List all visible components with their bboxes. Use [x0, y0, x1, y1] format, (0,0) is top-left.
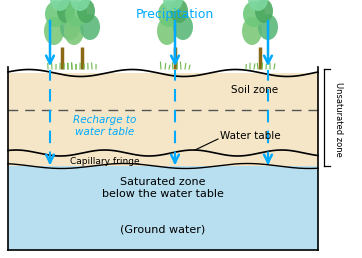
Ellipse shape	[60, 14, 80, 40]
Text: Capillary fringe: Capillary fringe	[70, 157, 140, 165]
Bar	[8, 73, 318, 166]
Ellipse shape	[77, 0, 95, 23]
Ellipse shape	[248, 0, 268, 11]
Text: Unsaturated zone: Unsaturated zone	[333, 82, 342, 157]
Bar	[8, 166, 318, 250]
Ellipse shape	[70, 0, 90, 11]
Ellipse shape	[242, 17, 262, 45]
Text: Soil zone: Soil zone	[231, 85, 279, 95]
Ellipse shape	[173, 14, 193, 40]
Ellipse shape	[65, 1, 87, 27]
Ellipse shape	[45, 1, 67, 27]
Ellipse shape	[255, 0, 273, 23]
Ellipse shape	[163, 0, 183, 11]
Ellipse shape	[64, 17, 84, 45]
Ellipse shape	[157, 17, 177, 45]
Text: Recharge to
water table: Recharge to water table	[73, 115, 137, 137]
Ellipse shape	[50, 0, 70, 11]
Ellipse shape	[44, 17, 64, 45]
Text: Precipitation: Precipitation	[136, 8, 214, 21]
Text: Saturated zone
below the water table: Saturated zone below the water table	[102, 177, 224, 199]
Ellipse shape	[258, 14, 278, 40]
Ellipse shape	[57, 0, 75, 23]
Ellipse shape	[243, 1, 265, 27]
Ellipse shape	[158, 1, 180, 27]
Ellipse shape	[80, 14, 100, 40]
Text: Water table: Water table	[220, 131, 281, 141]
Ellipse shape	[170, 0, 188, 23]
Text: (Ground water): (Ground water)	[121, 225, 206, 235]
